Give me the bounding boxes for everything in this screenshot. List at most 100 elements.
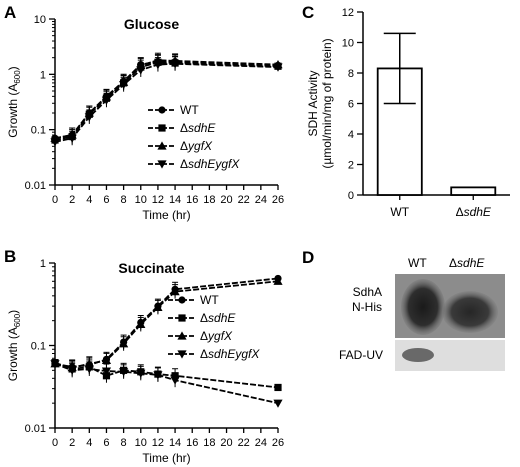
- data-point: [273, 276, 283, 285]
- y-tick-label: 1: [40, 258, 46, 270]
- x-tick-label: 6: [103, 437, 109, 449]
- y-axis-label: Growth (A600): [6, 66, 22, 137]
- chart-title: Glucose: [124, 16, 179, 32]
- x-tick-label: 16: [186, 437, 198, 449]
- x-tick-label: WT: [390, 205, 409, 219]
- data-point: [119, 368, 129, 377]
- y-tick-label: 0.01: [25, 180, 46, 192]
- x-tick-label: 24: [255, 437, 267, 449]
- legend-marker: [157, 160, 167, 169]
- data-point: [101, 96, 112, 105]
- panel-label: A: [4, 3, 16, 22]
- data-point: [119, 81, 129, 90]
- x-tick-label: ΔsdhE: [456, 205, 492, 219]
- y-axis-label-line1: SDH Activity: [306, 70, 320, 136]
- data-point: [84, 365, 94, 374]
- gel-column-wt: WT: [408, 256, 427, 270]
- series-circle: [51, 54, 282, 143]
- gel-column-mutant-prefix: Δ: [449, 256, 458, 270]
- data-point: [50, 360, 60, 369]
- legend-entry: ΔsdhEygfX: [180, 157, 240, 171]
- gel-column-mutant: ΔsdhE: [449, 256, 484, 270]
- data-point: [273, 63, 283, 72]
- gel-sdha-blot: [395, 274, 505, 338]
- x-tick-label: 20: [220, 194, 232, 206]
- x-tick-label: 22: [238, 194, 250, 206]
- x-tick-label: 18: [203, 437, 215, 449]
- series-line: [54, 59, 279, 140]
- data-point: [136, 319, 146, 329]
- x-tick-label: 4: [86, 437, 92, 449]
- data-point: [101, 355, 112, 364]
- y-tick-label: 10: [34, 14, 46, 26]
- x-tick-label: 8: [121, 194, 127, 206]
- legend-entry: ΔsdhE: [180, 121, 216, 135]
- panel-d-label: D: [302, 248, 315, 267]
- legend-marker: [178, 296, 186, 304]
- data-point: [170, 376, 180, 385]
- gel-row-sdha-line1: SdhA: [352, 285, 382, 299]
- legend-marker: [178, 314, 186, 322]
- y-tick-label: 12: [342, 7, 354, 19]
- x-tick-label: 2: [69, 437, 75, 449]
- x-tick-label: 12: [152, 194, 164, 206]
- gel-sdha-band-mutant: [442, 291, 498, 333]
- data-point: [153, 302, 163, 311]
- gel-row-fad-label: FAD-UV: [339, 348, 384, 362]
- legend-marker: [157, 141, 167, 150]
- series-line: [54, 362, 279, 405]
- bar: [450, 186, 497, 196]
- x-tick-label: 18: [203, 194, 215, 206]
- x-axis-label: Time (hr): [142, 208, 190, 222]
- legend-marker: [177, 350, 187, 359]
- data-point: [136, 369, 146, 378]
- y-tick-label: 10: [342, 38, 354, 50]
- x-tick-label: 26: [272, 437, 284, 449]
- gel-row-sdha-label: SdhA N-His: [352, 285, 382, 315]
- data-point: [101, 367, 112, 376]
- data-point: [170, 60, 180, 69]
- data-point: [153, 60, 163, 70]
- x-tick-label: 14: [169, 437, 181, 449]
- legend-entry: ΔygfX: [200, 329, 233, 343]
- y-tick-label: 0.1: [31, 341, 46, 353]
- gel-row-sdha-line2: N-His: [352, 300, 382, 314]
- y-axis-label-line2: (µmol/min/mg of protein): [320, 38, 334, 168]
- y-tick-label: 6: [348, 99, 354, 111]
- x-axis-label: Time (hr): [142, 451, 190, 465]
- data-point: [119, 339, 129, 348]
- data-point: [273, 399, 283, 408]
- series-line: [54, 62, 279, 143]
- legend: WT ΔsdhE ΔygfX ΔsdhEygfX: [148, 103, 240, 171]
- series-square: [51, 359, 282, 392]
- x-tick-label: 26: [272, 194, 284, 206]
- data-point: [153, 371, 163, 380]
- legend-entry: ΔsdhE: [200, 311, 236, 325]
- x-tick-label: 16: [186, 194, 198, 206]
- data-point: [274, 383, 282, 392]
- gel-fad-blot: [395, 340, 505, 371]
- x-tick-label: 20: [220, 437, 232, 449]
- y-tick-label: 0: [348, 190, 354, 202]
- gel-column-mutant-gene: sdhE: [457, 256, 485, 270]
- x-tick-label: 2: [69, 194, 75, 206]
- y-tick-label: 2: [348, 160, 354, 172]
- y-tick-label: 0.01: [25, 423, 46, 435]
- data-point: [67, 134, 77, 143]
- panel-label: B: [4, 247, 16, 266]
- y-tick-label: 4: [348, 129, 354, 141]
- legend-marker: [158, 106, 166, 114]
- y-tick-label: 1: [40, 69, 46, 81]
- legend-entry: ΔygfX: [180, 139, 213, 153]
- legend-marker: [177, 331, 187, 340]
- data-point: [170, 287, 180, 296]
- data-point: [67, 366, 77, 375]
- chart-title: Succinate: [118, 260, 184, 276]
- legend-marker: [158, 124, 166, 132]
- series-triangle-down: [50, 56, 283, 147]
- x-tick-label: 0: [52, 437, 58, 449]
- x-tick-label: 24: [255, 194, 267, 206]
- legend-entry: ΔsdhEygfX: [200, 347, 260, 361]
- series-square: [51, 54, 282, 144]
